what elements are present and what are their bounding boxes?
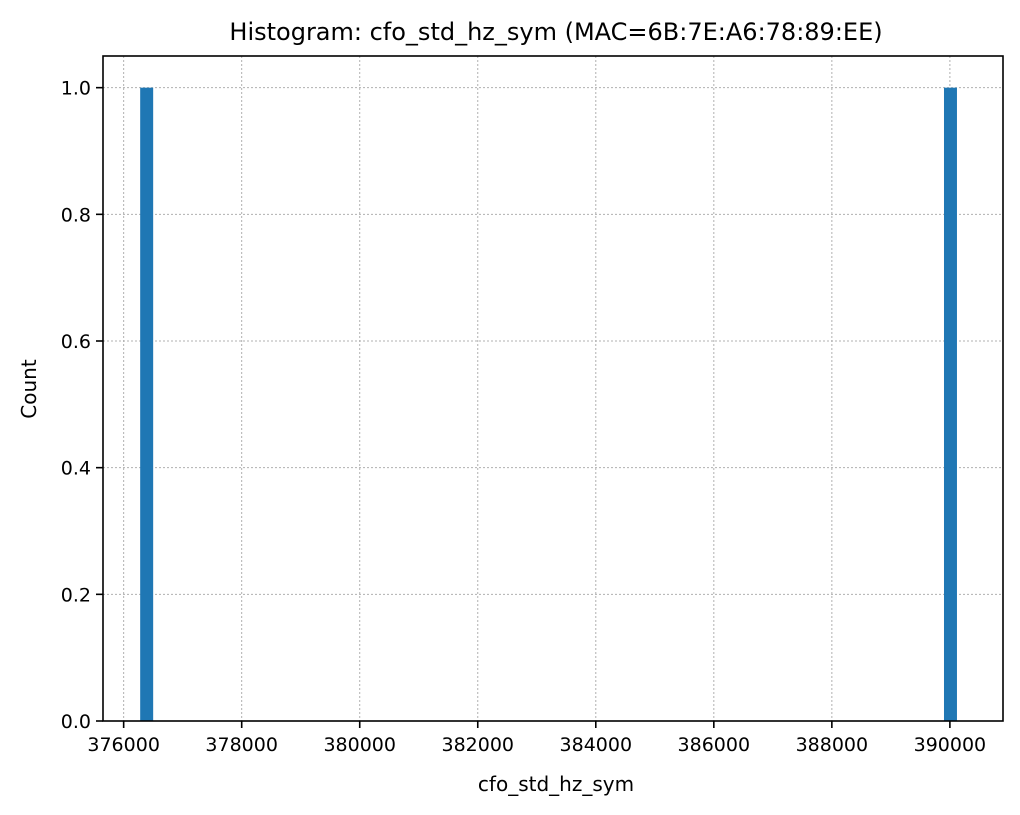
y-tick-label: 0.8 — [61, 204, 91, 226]
grid-lines — [103, 56, 1003, 722]
x-tick-label: 384000 — [560, 734, 633, 756]
histogram-bars — [140, 87, 957, 721]
y-tick-label: 0.2 — [61, 584, 91, 606]
x-tick-label: 382000 — [441, 734, 514, 756]
y-tick-label: 0.4 — [61, 458, 91, 480]
y-tick-label: 0.0 — [61, 711, 91, 733]
y-tick-label: 1.0 — [61, 78, 91, 100]
x-tick-label: 380000 — [323, 734, 396, 756]
y-tick-label: 0.6 — [61, 331, 91, 353]
plot-frame — [102, 55, 1004, 722]
histogram-bar — [943, 87, 957, 721]
x-tick-label: 378000 — [205, 734, 278, 756]
y-axis-label: Count — [17, 359, 41, 419]
x-tick-label: 386000 — [678, 734, 751, 756]
x-tick-label: 376000 — [87, 734, 160, 756]
x-tick-label: 390000 — [914, 734, 987, 756]
histogram-bar — [140, 87, 154, 721]
axis-ticks: 376000 378000 380000 382000 384000 386000 3880… — [61, 78, 986, 756]
chart-title: Histogram: cfo_std_hz_sym (MAC=6B:7E:A6:… — [229, 18, 882, 46]
x-axis-label: cfo_std_hz_sym — [478, 772, 634, 796]
x-tick-label: 388000 — [796, 734, 869, 756]
